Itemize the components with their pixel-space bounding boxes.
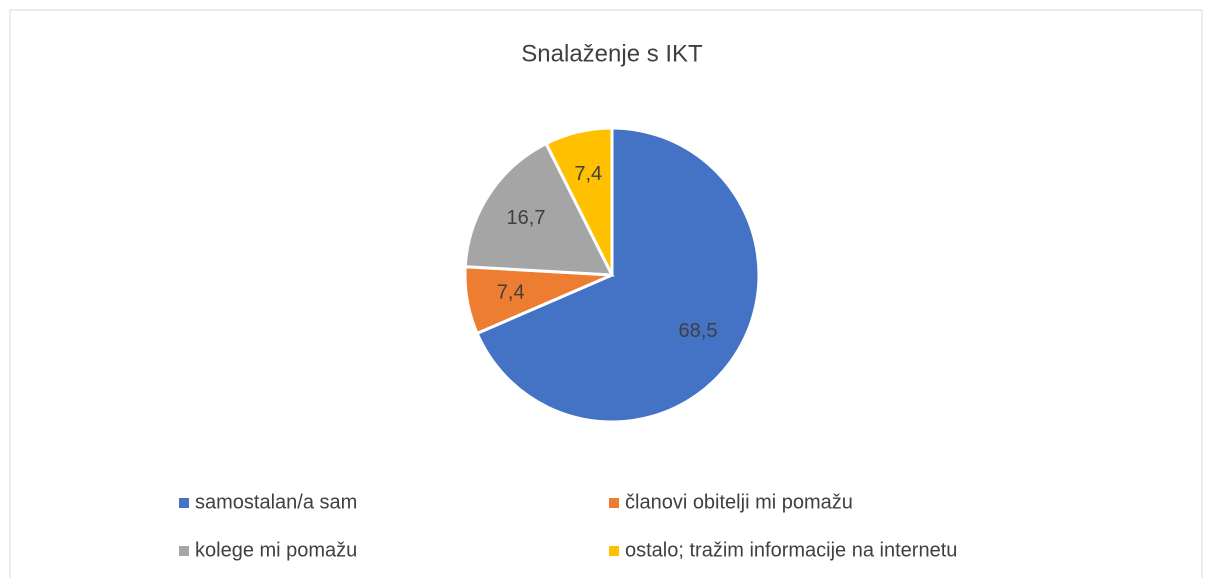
data-label: 7,4 — [574, 163, 602, 185]
chart-title: Snalaženje s IKT — [521, 40, 703, 67]
legend-label: članovi obitelji mi pomažu — [625, 491, 853, 513]
legend-label: samostalan/a sam — [195, 491, 357, 513]
legend-swatch — [179, 546, 189, 556]
data-label: 68,5 — [679, 320, 718, 342]
pie-slice — [475, 126, 761, 424]
pie-slice — [463, 141, 615, 277]
legend-swatch — [609, 498, 619, 508]
legend-swatch — [609, 546, 619, 556]
legend-label: ostalo; tražim informacije na internetu — [625, 539, 957, 561]
legend-label: kolege mi pomažu — [195, 539, 357, 561]
data-label: 16,7 — [507, 207, 546, 229]
pie-slice — [544, 126, 614, 276]
data-label: 7,4 — [497, 281, 525, 303]
legend-swatch — [179, 498, 189, 508]
